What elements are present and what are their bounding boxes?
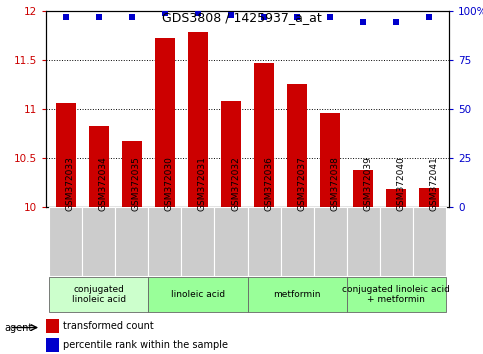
Point [62,14,70,19]
Bar [49,277,148,312]
Bar [347,207,380,276]
Bar [248,207,281,276]
Bar [380,207,413,276]
Text: GSM372039: GSM372039 [363,156,372,211]
Bar [148,207,182,276]
Bar [155,38,175,207]
Bar [148,277,248,312]
Bar [320,113,340,207]
Point [426,14,433,19]
Text: linoleic acid: linoleic acid [171,290,225,299]
Bar [248,277,347,312]
Bar [182,207,214,276]
Bar [49,207,82,276]
Text: transformed count: transformed count [63,321,154,331]
Text: agent: agent [5,322,33,332]
Text: conjugated
linoleic acid: conjugated linoleic acid [71,285,126,304]
Text: GDS3808 / 1425937_a_at: GDS3808 / 1425937_a_at [162,11,321,24]
Text: conjugated linoleic acid
+ metformin: conjugated linoleic acid + metformin [342,285,450,304]
Bar [56,103,76,207]
Text: GSM372041: GSM372041 [429,156,439,211]
Point [392,19,400,25]
Bar [354,170,373,207]
Bar [46,338,59,352]
Text: GSM372031: GSM372031 [198,156,207,211]
Text: GSM372036: GSM372036 [264,156,273,211]
Bar [115,207,148,276]
Bar [281,207,313,276]
Text: percentile rank within the sample: percentile rank within the sample [63,339,228,350]
Bar [313,207,347,276]
Bar [214,207,248,276]
Bar [188,32,208,207]
Point [327,14,334,19]
Point [227,12,235,17]
Text: GSM372033: GSM372033 [66,156,75,211]
Point [260,14,268,19]
Bar [82,207,115,276]
Bar [46,319,59,333]
Bar [419,188,439,207]
Bar [386,189,406,207]
Text: GSM372032: GSM372032 [231,156,240,211]
Bar [287,84,307,207]
Point [293,14,301,19]
Text: GSM372040: GSM372040 [396,156,405,211]
Text: GSM372038: GSM372038 [330,156,339,211]
Bar [89,126,109,207]
Point [95,14,103,19]
Bar [347,277,446,312]
Point [194,10,202,16]
Text: metformin: metformin [273,290,321,299]
Text: GSM372030: GSM372030 [165,156,174,211]
Point [128,14,136,19]
Bar [254,63,274,207]
Bar [122,141,142,207]
Text: GSM372035: GSM372035 [132,156,141,211]
Text: GSM372034: GSM372034 [99,156,108,211]
Point [161,10,169,16]
Bar [413,207,446,276]
Text: GSM372037: GSM372037 [297,156,306,211]
Bar [221,101,241,207]
Point [359,19,367,25]
